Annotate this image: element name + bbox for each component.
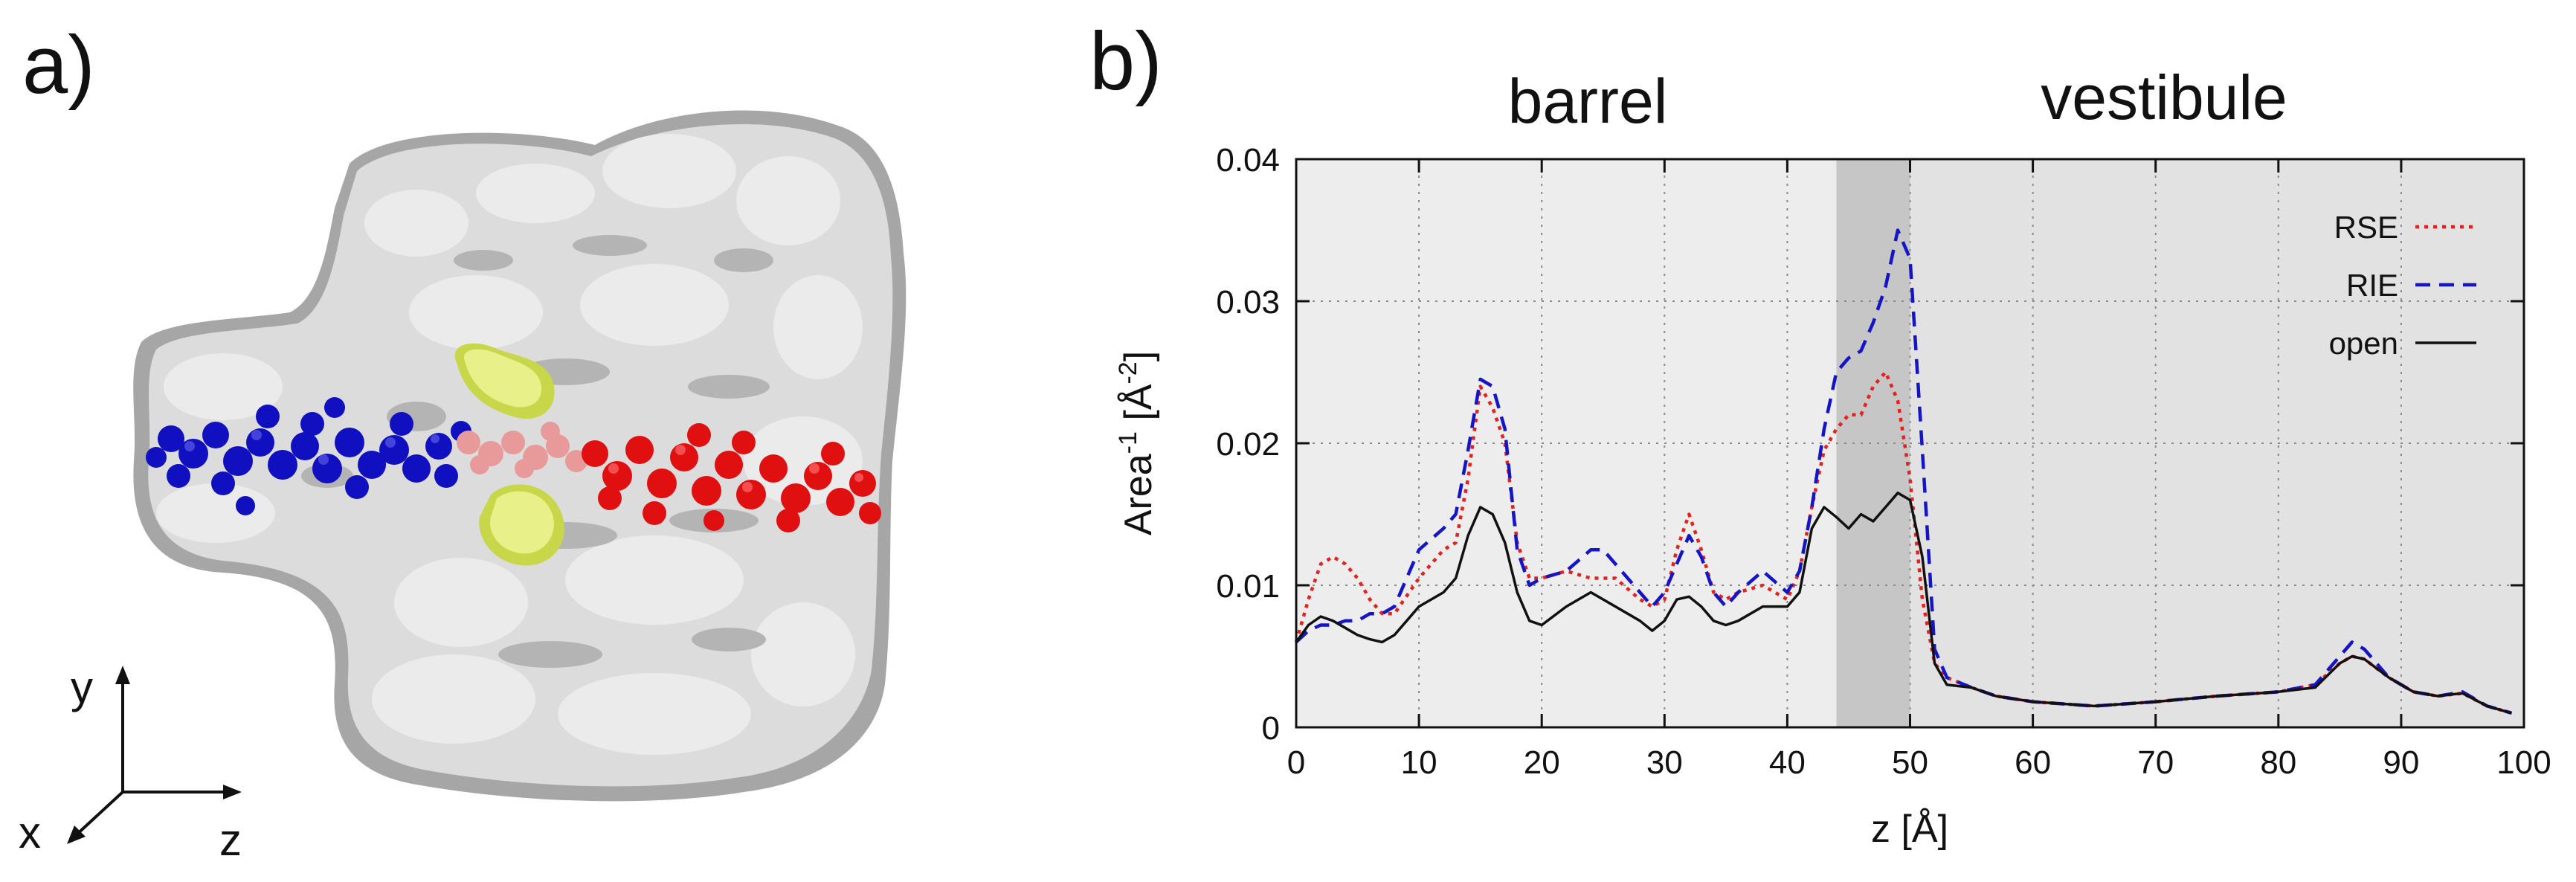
chart: 0 10 20 30 40 50 60 70 80 90 10000.010.020.030.04 … bbox=[1114, 142, 2551, 851]
x-tick-label: 0 bbox=[1287, 744, 1305, 781]
x-tick-label: 100 bbox=[2496, 744, 2551, 781]
x-tick-label: 80 bbox=[2260, 744, 2296, 781]
grid bbox=[1296, 159, 2524, 727]
strand-pink bbox=[457, 422, 587, 478]
region-label-vestibule: vestibule bbox=[2041, 62, 2287, 132]
x-tick-label: 50 bbox=[1892, 744, 1928, 781]
y-tick-label: 0.01 bbox=[1216, 568, 1280, 605]
series-line-open bbox=[1295, 492, 2512, 715]
panel-b: b) barrel vestibule 0 10 20 30 40 50 60 70 80 90 1… bbox=[1089, 16, 2551, 851]
axis-label-x: x bbox=[19, 808, 41, 857]
y-tick-label: 0.03 bbox=[1216, 284, 1280, 321]
legend: RSE RIE open bbox=[2329, 210, 2476, 361]
axis-label-y: y bbox=[71, 663, 93, 712]
y-tick-label: 0 bbox=[1262, 710, 1280, 747]
x-tick-label: 60 bbox=[2015, 744, 2051, 781]
strand-blue bbox=[146, 397, 471, 515]
y-tick-label: 0.02 bbox=[1216, 426, 1280, 463]
constriction-bottom bbox=[479, 484, 564, 566]
x-tick-label: 90 bbox=[2383, 744, 2419, 781]
ticks: 0 10 20 30 40 50 60 70 80 90 100 0 0.01 0.02 0.03 0.04 bbox=[1216, 142, 2551, 781]
region-label-barrel: barrel bbox=[1508, 66, 1668, 136]
series-lines bbox=[1294, 228, 2513, 715]
x-tick-label: 20 bbox=[1524, 744, 1560, 781]
legend-label-rie: RIE bbox=[2346, 268, 2398, 303]
y-axis-label: Area-1 [Å-2] bbox=[1114, 351, 1160, 535]
x-tick-label: 10 bbox=[1401, 744, 1437, 781]
protein-surface bbox=[133, 110, 907, 802]
panel-a: a) bbox=[19, 19, 907, 865]
axis-triad bbox=[67, 666, 242, 844]
shaded-region-2 bbox=[1910, 159, 2524, 727]
x-tick-label: 30 bbox=[1646, 744, 1683, 781]
x-tick-label: 70 bbox=[2137, 744, 2174, 781]
shaded-region-1 bbox=[1836, 159, 1910, 727]
x-tick-label: 40 bbox=[1769, 744, 1806, 781]
x-axis-label: z [Å] bbox=[1871, 808, 1948, 851]
axis-label-z: z bbox=[219, 815, 242, 865]
constriction-top bbox=[454, 343, 555, 419]
panel-b-label: b) bbox=[1089, 16, 1162, 107]
y-tick-label: 0.04 bbox=[1216, 142, 1280, 178]
panel-a-label: a) bbox=[22, 19, 95, 111]
legend-label-rse: RSE bbox=[2334, 210, 2398, 245]
legend-label-open: open bbox=[2329, 326, 2398, 361]
